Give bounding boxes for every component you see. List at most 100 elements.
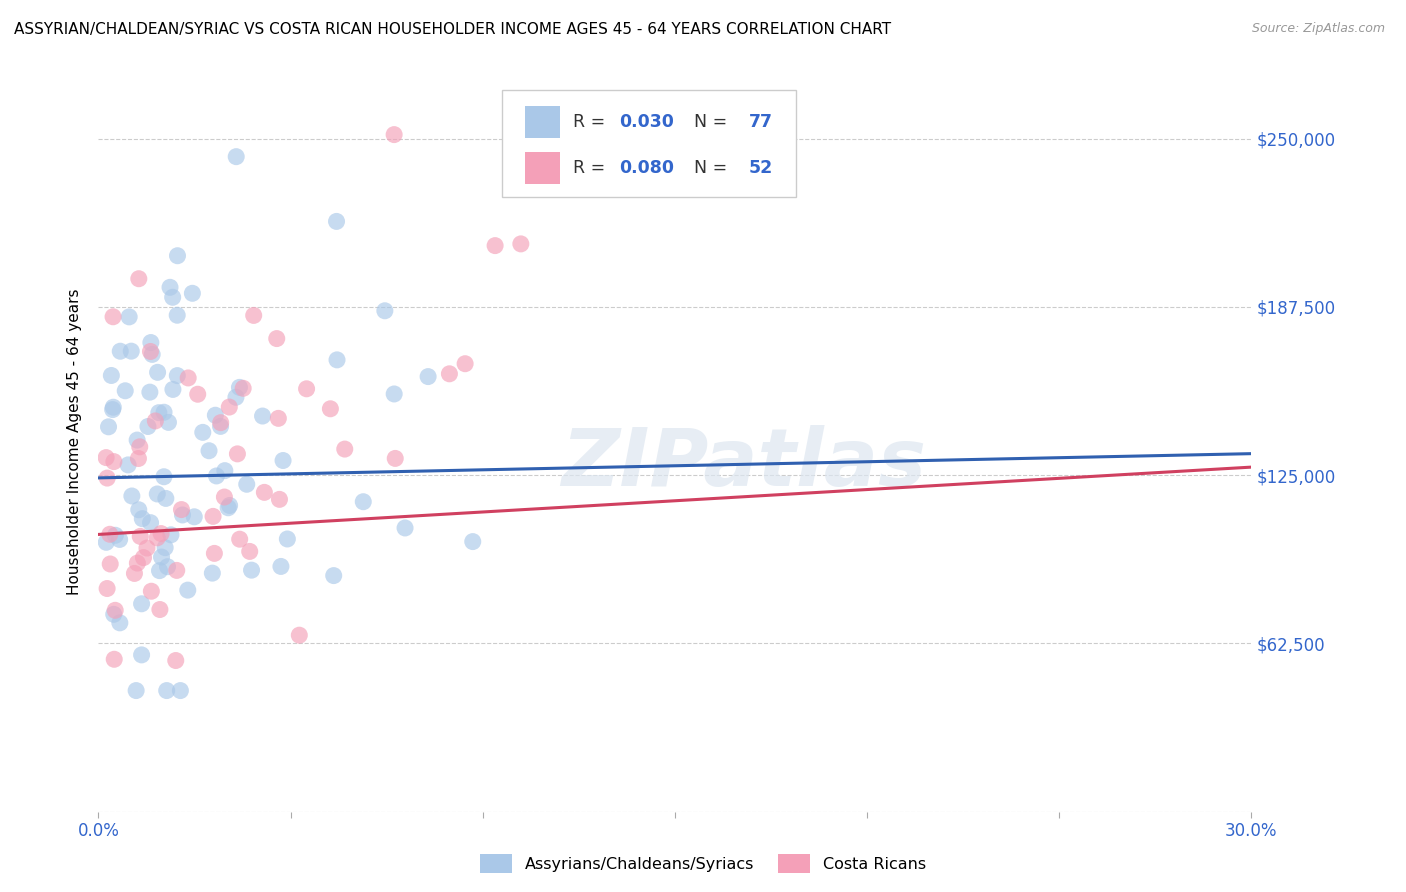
Point <box>159 280 181 294</box>
Point <box>114 384 136 398</box>
Point <box>266 332 288 346</box>
Point <box>191 425 214 440</box>
Point <box>139 516 162 530</box>
Point <box>322 568 344 582</box>
Point <box>162 290 184 304</box>
Legend: Assyrians/Chaldeans/Syriacs, Costa Ricans: Assyrians/Chaldeans/Syriacs, Costa Rican… <box>474 847 932 880</box>
Point <box>218 499 240 513</box>
Point <box>374 303 396 318</box>
Point <box>136 419 159 434</box>
Point <box>149 602 172 616</box>
Text: ZIPatlas: ZIPatlas <box>561 425 927 503</box>
Point <box>509 236 531 251</box>
Point <box>155 491 177 506</box>
Point <box>333 442 356 456</box>
Point <box>153 541 176 555</box>
Point <box>146 487 169 501</box>
Point <box>141 347 163 361</box>
Point <box>139 385 162 400</box>
Point <box>150 526 173 541</box>
Text: N =: N = <box>683 159 733 177</box>
Point <box>352 494 374 508</box>
Point <box>181 286 204 301</box>
Point <box>148 406 170 420</box>
Point <box>103 454 125 468</box>
Point <box>416 369 439 384</box>
Point <box>228 532 250 546</box>
Point <box>202 546 225 560</box>
Text: 77: 77 <box>748 113 773 131</box>
Point <box>270 559 292 574</box>
Point <box>295 382 318 396</box>
Point <box>98 527 121 541</box>
Point <box>104 528 127 542</box>
Point <box>103 652 125 666</box>
Point <box>94 450 117 465</box>
Point <box>242 309 264 323</box>
Point <box>201 566 224 581</box>
Point <box>160 528 183 542</box>
Point <box>156 683 179 698</box>
Point <box>240 563 263 577</box>
Point <box>183 509 205 524</box>
Point <box>118 310 141 324</box>
Point <box>103 607 125 622</box>
Text: 0.080: 0.080 <box>620 159 675 177</box>
Point <box>104 603 127 617</box>
Text: ASSYRIAN/CHALDEAN/SYRIAC VS COSTA RICAN HOUSEHOLDER INCOME AGES 45 - 64 YEARS CO: ASSYRIAN/CHALDEAN/SYRIAC VS COSTA RICAN … <box>14 22 891 37</box>
Point <box>96 471 118 485</box>
Point <box>172 508 194 522</box>
Point <box>461 534 484 549</box>
Point <box>128 271 150 285</box>
Point <box>96 535 118 549</box>
Point <box>153 405 176 419</box>
Point <box>276 532 298 546</box>
Point <box>454 357 477 371</box>
Text: R =: R = <box>574 113 612 131</box>
Text: 0.030: 0.030 <box>620 113 675 131</box>
Point <box>269 492 291 507</box>
Point <box>108 615 131 630</box>
Point <box>209 419 232 434</box>
Point <box>139 335 162 350</box>
Point <box>97 419 120 434</box>
Point <box>177 583 200 598</box>
Point <box>162 383 184 397</box>
Point <box>156 559 179 574</box>
Point <box>153 469 176 483</box>
Point <box>253 485 276 500</box>
Y-axis label: Householder Income Ages 45 - 64 years: Householder Income Ages 45 - 64 years <box>67 288 83 595</box>
Point <box>209 416 232 430</box>
Point <box>235 477 257 491</box>
Point <box>394 521 416 535</box>
Point <box>319 401 342 416</box>
Point <box>121 489 143 503</box>
Point <box>170 502 193 516</box>
Point <box>267 411 290 425</box>
Point <box>131 597 153 611</box>
Point <box>382 387 405 401</box>
Point <box>128 502 150 516</box>
Bar <box>524 153 560 184</box>
Point <box>157 416 180 430</box>
Point <box>169 683 191 698</box>
Point <box>120 344 142 359</box>
Point <box>239 544 262 558</box>
Point <box>117 458 139 472</box>
Point <box>217 500 239 515</box>
Point <box>439 367 461 381</box>
Point <box>202 509 225 524</box>
Point <box>98 557 121 571</box>
Point <box>143 414 166 428</box>
Point <box>96 582 118 596</box>
Point <box>326 352 349 367</box>
Point <box>214 490 236 504</box>
Text: N =: N = <box>683 113 733 131</box>
Point <box>165 653 187 667</box>
Point <box>103 401 125 415</box>
Point <box>205 469 228 483</box>
Text: 52: 52 <box>748 159 773 177</box>
Point <box>100 368 122 383</box>
Point <box>166 249 188 263</box>
Point <box>148 564 170 578</box>
